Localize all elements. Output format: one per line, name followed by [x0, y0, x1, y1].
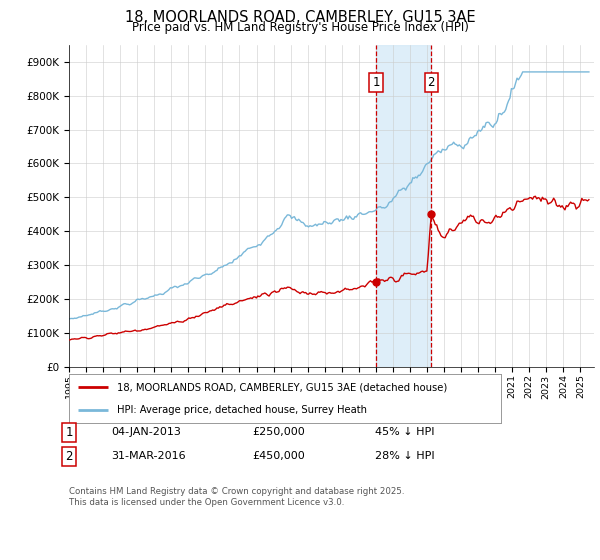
Text: 31-MAR-2016: 31-MAR-2016	[111, 451, 185, 461]
Text: 18, MOORLANDS ROAD, CAMBERLEY, GU15 3AE (detached house): 18, MOORLANDS ROAD, CAMBERLEY, GU15 3AE …	[116, 382, 447, 393]
Text: 1: 1	[373, 76, 380, 88]
Text: HPI: Average price, detached house, Surrey Heath: HPI: Average price, detached house, Surr…	[116, 405, 367, 416]
Text: 28% ↓ HPI: 28% ↓ HPI	[375, 451, 434, 461]
Text: Price paid vs. HM Land Registry's House Price Index (HPI): Price paid vs. HM Land Registry's House …	[131, 21, 469, 34]
Text: 04-JAN-2013: 04-JAN-2013	[111, 427, 181, 437]
Text: 45% ↓ HPI: 45% ↓ HPI	[375, 427, 434, 437]
Bar	[376, 45, 431, 367]
Text: 2: 2	[65, 450, 73, 463]
Text: 18, MOORLANDS ROAD, CAMBERLEY, GU15 3AE: 18, MOORLANDS ROAD, CAMBERLEY, GU15 3AE	[125, 10, 475, 25]
Text: Contains HM Land Registry data © Crown copyright and database right 2025.
This d: Contains HM Land Registry data © Crown c…	[69, 487, 404, 507]
Text: £450,000: £450,000	[252, 451, 305, 461]
Text: £250,000: £250,000	[252, 427, 305, 437]
Text: 2: 2	[427, 76, 435, 88]
Text: 1: 1	[65, 426, 73, 439]
